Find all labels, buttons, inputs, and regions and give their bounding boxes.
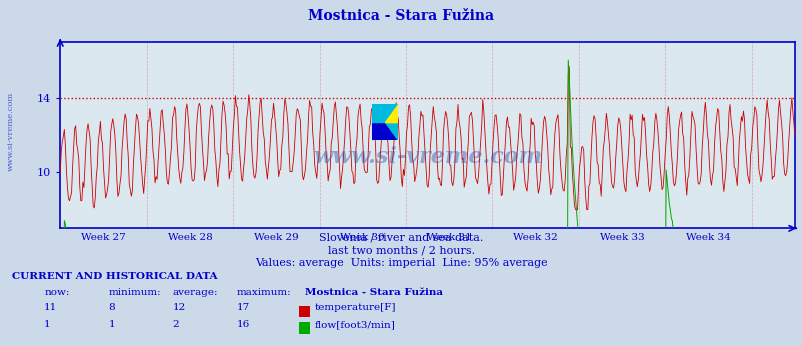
Polygon shape: [371, 104, 385, 122]
Text: now:: now:: [44, 288, 70, 297]
Text: 2: 2: [172, 320, 179, 329]
Text: last two months / 2 hours.: last two months / 2 hours.: [327, 245, 475, 255]
Polygon shape: [371, 122, 398, 140]
Polygon shape: [371, 104, 398, 122]
Text: maximum:: maximum:: [237, 288, 291, 297]
Text: 17: 17: [237, 303, 250, 312]
Polygon shape: [385, 104, 398, 122]
Text: CURRENT AND HISTORICAL DATA: CURRENT AND HISTORICAL DATA: [12, 272, 217, 281]
Text: average:: average:: [172, 288, 218, 297]
Text: 16: 16: [237, 320, 250, 329]
Text: minimum:: minimum:: [108, 288, 161, 297]
Text: 8: 8: [108, 303, 115, 312]
Text: temperature[F]: temperature[F]: [314, 303, 395, 312]
Text: www.si-vreme.com: www.si-vreme.com: [313, 146, 541, 169]
Text: Values: average  Units: imperial  Line: 95% average: Values: average Units: imperial Line: 95…: [255, 258, 547, 268]
Text: www.si-vreme.com: www.si-vreme.com: [6, 92, 14, 171]
Polygon shape: [385, 104, 398, 122]
Text: 12: 12: [172, 303, 186, 312]
Text: 1: 1: [44, 320, 51, 329]
Text: Slovenia / river and sea data.: Slovenia / river and sea data.: [319, 233, 483, 243]
Polygon shape: [385, 122, 398, 140]
Text: 11: 11: [44, 303, 58, 312]
Text: flow[foot3/min]: flow[foot3/min]: [314, 320, 395, 329]
Text: Mostnica - Stara Fužina: Mostnica - Stara Fužina: [308, 9, 494, 22]
Text: 1: 1: [108, 320, 115, 329]
Text: Mostnica - Stara Fužina: Mostnica - Stara Fužina: [305, 288, 443, 297]
